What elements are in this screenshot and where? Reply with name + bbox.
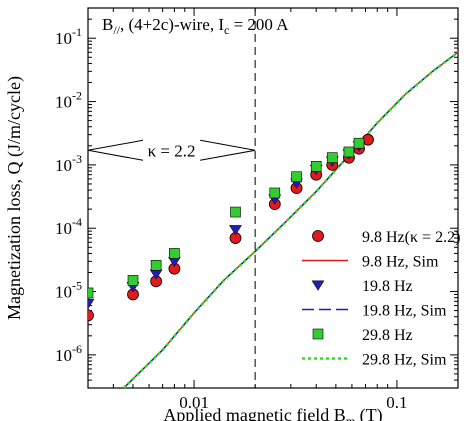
y-tick-label: 10-1 bbox=[55, 25, 82, 48]
x-tick-label: 0.1 bbox=[386, 393, 407, 412]
series-line-3 bbox=[123, 51, 458, 388]
y-tick-label: 10-6 bbox=[55, 342, 82, 365]
legend-label-1: 9.8 Hz, Sim bbox=[362, 254, 439, 271]
series-point-4 bbox=[310, 160, 322, 172]
series-point-4 bbox=[230, 206, 241, 218]
y-tick-label: 10-5 bbox=[55, 279, 82, 302]
condition-annotation: B//, (4+2c)-wire, Ic = 200 A bbox=[102, 15, 289, 37]
series-point-4 bbox=[127, 275, 139, 286]
legend-label-5: 29.8 Hz, Sim bbox=[362, 352, 447, 369]
legend-marker-4 bbox=[312, 328, 324, 340]
x-tick-label: 0.01 bbox=[179, 393, 209, 412]
series-point-4 bbox=[150, 259, 162, 271]
kappa-arrow-right bbox=[200, 139, 256, 161]
series-point-2 bbox=[229, 225, 242, 236]
y-axis-title: Magnetization loss, Q (J/m/cycle) bbox=[4, 76, 25, 320]
legend-marker-0 bbox=[312, 230, 324, 242]
legend-label-0: 9.8 Hz(κ = 2.2) bbox=[362, 229, 460, 246]
series-point-4 bbox=[291, 171, 302, 183]
y-tick-label: 10-4 bbox=[55, 215, 82, 238]
x-axis-title: Applied magnetic field Bm (T) bbox=[163, 405, 382, 421]
series-point-4 bbox=[88, 287, 94, 299]
series-point-4 bbox=[169, 248, 180, 259]
series-point-2 bbox=[88, 298, 95, 310]
y-tick-label: 10-2 bbox=[55, 89, 82, 112]
legend-label-3: 19.8 Hz, Sim bbox=[362, 303, 447, 320]
series-line-5 bbox=[122, 51, 458, 388]
y-tick-label: 10-3 bbox=[55, 152, 82, 175]
legend-marker-2 bbox=[311, 280, 325, 291]
series-point-4 bbox=[343, 146, 355, 158]
plot-area bbox=[88, 51, 458, 388]
legend-label-2: 19.8 Hz bbox=[362, 278, 413, 295]
kappa-arrow-left bbox=[87, 139, 144, 161]
legend-label-4: 29.8 Hz bbox=[362, 327, 413, 344]
legend: 9.8 Hz(κ = 2.2) 9.8 Hz, Sim 19.8 Hz 19.8 Hz… bbox=[302, 229, 460, 369]
series-point-0 bbox=[88, 309, 94, 322]
kappa-annotation: κ = 2.2 bbox=[87, 139, 256, 161]
kappa-label: κ = 2.2 bbox=[148, 141, 196, 160]
series-point-4 bbox=[353, 137, 365, 149]
series-point-4 bbox=[269, 187, 281, 199]
series-point-4 bbox=[326, 152, 338, 163]
